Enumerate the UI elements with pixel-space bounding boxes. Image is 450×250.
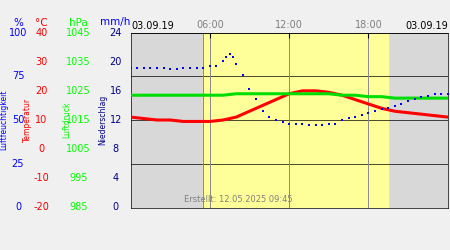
Text: Luftfeuchtigkeit: Luftfeuchtigkeit bbox=[0, 90, 8, 150]
Text: 50: 50 bbox=[12, 115, 24, 125]
Text: 12: 12 bbox=[109, 115, 122, 125]
Text: 995: 995 bbox=[69, 173, 88, 183]
Text: hPa: hPa bbox=[69, 18, 88, 28]
Text: 16: 16 bbox=[109, 86, 122, 96]
Text: 1045: 1045 bbox=[67, 28, 91, 38]
Text: %: % bbox=[13, 18, 23, 28]
Text: 100: 100 bbox=[9, 28, 27, 38]
Text: -20: -20 bbox=[33, 202, 50, 212]
Text: 40: 40 bbox=[35, 28, 48, 38]
Text: 30: 30 bbox=[35, 57, 48, 67]
Text: 03.09.19: 03.09.19 bbox=[131, 21, 174, 31]
Text: 1005: 1005 bbox=[67, 144, 91, 154]
Bar bbox=[203, 32, 388, 208]
Text: 10: 10 bbox=[35, 115, 48, 125]
Text: 1015: 1015 bbox=[67, 115, 91, 125]
Text: Luftdruck: Luftdruck bbox=[62, 102, 71, 138]
Text: 25: 25 bbox=[12, 159, 24, 169]
Text: 0: 0 bbox=[112, 202, 119, 212]
Text: 0: 0 bbox=[38, 144, 45, 154]
Text: 75: 75 bbox=[12, 71, 24, 81]
Text: 0: 0 bbox=[15, 202, 21, 212]
Text: Temperatur: Temperatur bbox=[23, 98, 32, 142]
Text: 4: 4 bbox=[112, 173, 119, 183]
Text: -10: -10 bbox=[33, 173, 50, 183]
Text: 8: 8 bbox=[112, 144, 119, 154]
Text: Niederschlag: Niederschlag bbox=[98, 95, 107, 145]
Text: 20: 20 bbox=[109, 57, 122, 67]
Text: 24: 24 bbox=[109, 28, 122, 38]
Text: mm/h: mm/h bbox=[100, 18, 131, 28]
Text: 1035: 1035 bbox=[67, 57, 91, 67]
Text: Erstellt: 12.05.2025 09:45: Erstellt: 12.05.2025 09:45 bbox=[184, 195, 293, 204]
Text: 985: 985 bbox=[69, 202, 88, 212]
Text: 03.09.19: 03.09.19 bbox=[405, 21, 448, 31]
Text: 1025: 1025 bbox=[67, 86, 91, 96]
Text: °C: °C bbox=[35, 18, 48, 28]
Text: 20: 20 bbox=[35, 86, 48, 96]
